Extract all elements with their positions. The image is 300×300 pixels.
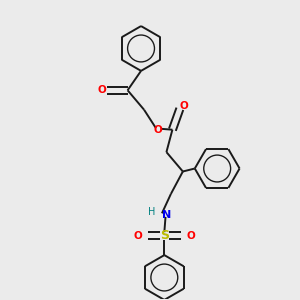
Text: N: N (162, 210, 171, 220)
Text: O: O (133, 231, 142, 241)
Text: O: O (187, 231, 196, 241)
Text: H: H (148, 207, 156, 218)
Text: O: O (153, 125, 162, 135)
Text: S: S (160, 229, 169, 242)
Text: O: O (98, 85, 106, 95)
Text: O: O (180, 101, 189, 111)
